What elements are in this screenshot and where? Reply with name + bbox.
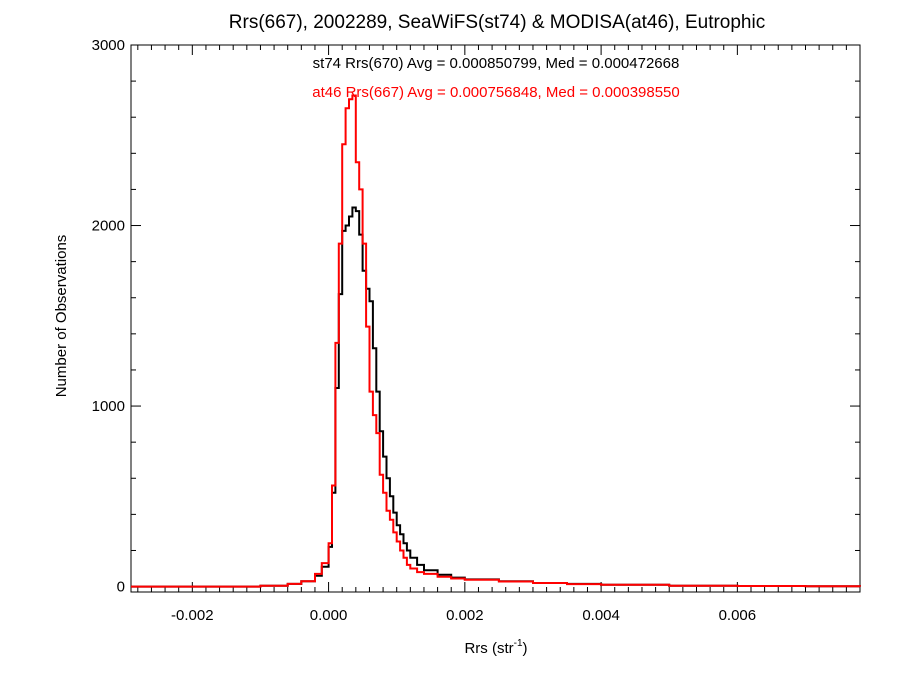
series-line-1 [131, 94, 861, 588]
y-tick-label: 0 [117, 579, 125, 596]
x-tick-labels: -0.002 0.000 0.002 0.004 0.006 [171, 607, 756, 624]
series-layer [131, 94, 861, 588]
y-tick-labels: 0 1000 2000 3000 [92, 37, 125, 596]
tick-marks [131, 44, 861, 592]
x-axis-label: Rrs (str-1) [464, 638, 527, 657]
x-axis-label-main: Rrs (str [464, 640, 513, 657]
y-tick-label: 1000 [92, 398, 125, 415]
stat-annotation-at46: at46 Rrs(667) Avg = 0.000756848, Med = 0… [312, 84, 680, 101]
x-axis-label-superscript: -1 [514, 638, 523, 649]
x-axis-label-close: ) [523, 640, 528, 657]
series-line-0 [131, 206, 861, 588]
plot-frame [130, 44, 861, 593]
y-axis-label: Number of Observations [53, 235, 70, 398]
chart-title: Rrs(667), 2002289, SeaWiFS(st74) & MODIS… [229, 12, 765, 33]
x-tick-label: 0.000 [310, 607, 348, 624]
x-tick-label: 0.004 [582, 607, 620, 624]
stat-annotation-st74: st74 Rrs(670) Avg = 0.000850799, Med = 0… [313, 55, 680, 72]
x-tick-label: 0.006 [719, 607, 757, 624]
x-tick-label: 0.002 [446, 607, 484, 624]
y-tick-label: 2000 [92, 218, 125, 235]
x-tick-label: -0.002 [171, 607, 214, 624]
y-tick-label: 3000 [92, 37, 125, 54]
